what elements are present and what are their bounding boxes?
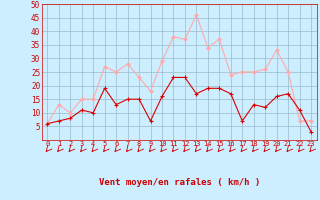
Text: Vent moyen/en rafales ( km/h ): Vent moyen/en rafales ( km/h ) [99, 178, 260, 187]
